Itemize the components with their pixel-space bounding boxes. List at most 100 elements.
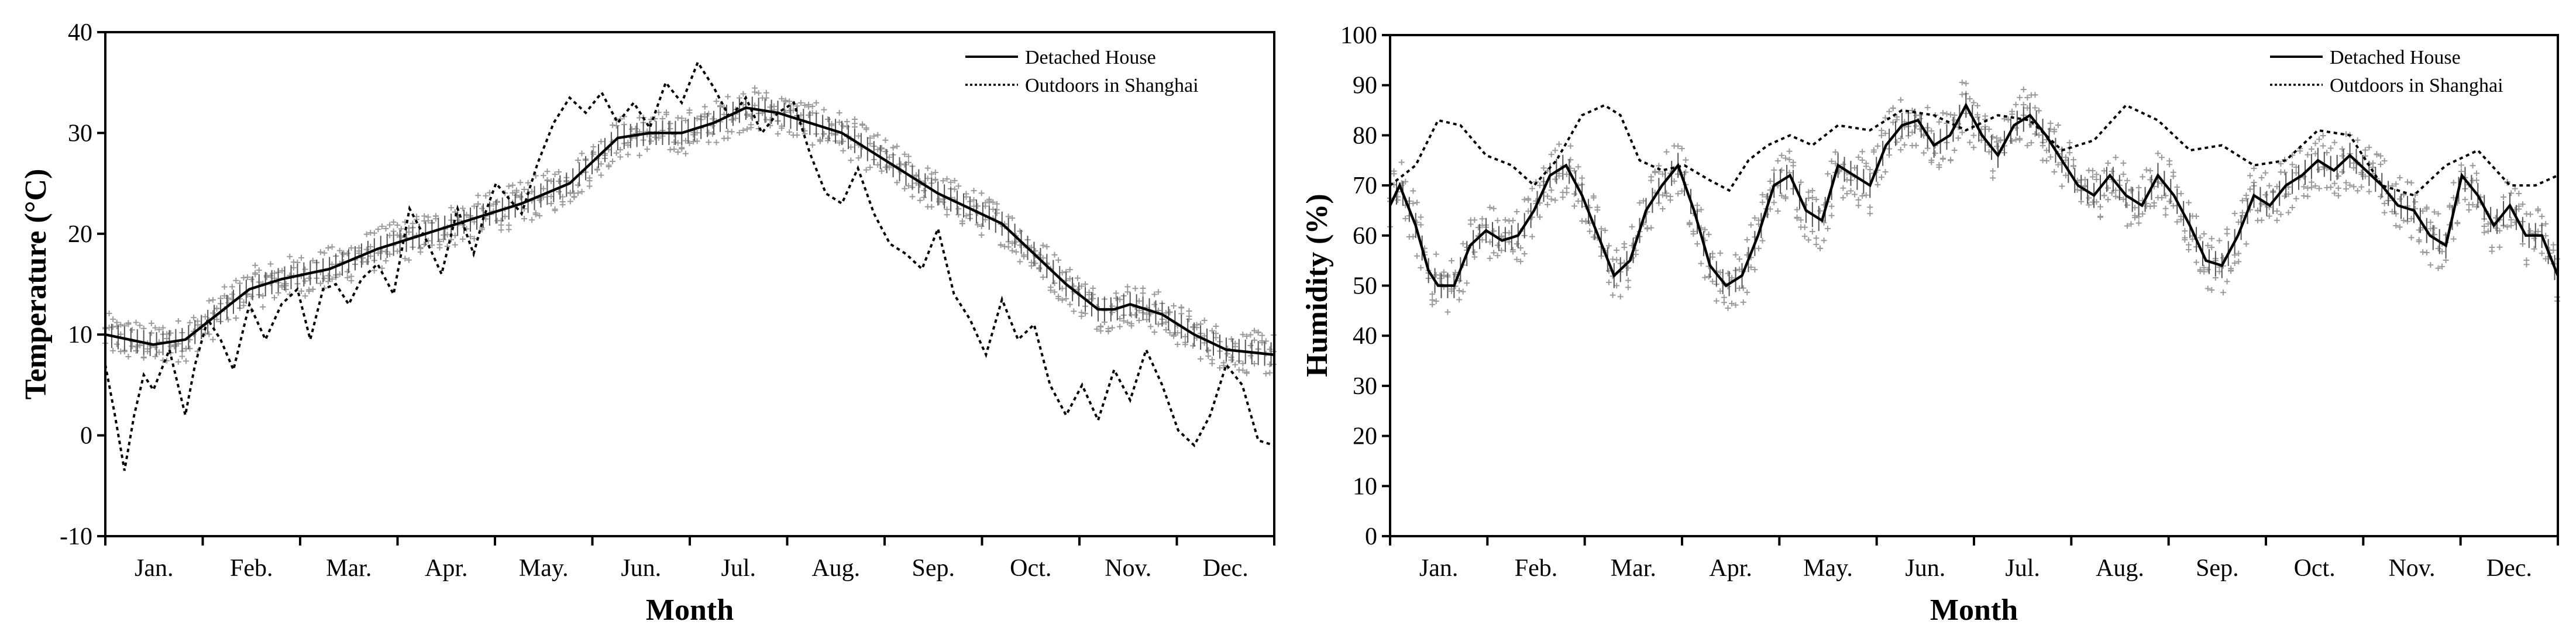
- scatter-point: [2057, 122, 2059, 128]
- scatter-point: [1474, 217, 1476, 223]
- scatter-point: [381, 248, 383, 254]
- scatter-point: [1454, 283, 1456, 289]
- scatter-point: [569, 198, 571, 205]
- scatter-point: [708, 111, 710, 117]
- scatter-point: [162, 325, 164, 331]
- scatter-point: [1031, 259, 1033, 265]
- scatter-point: [1681, 146, 1683, 152]
- scatter-point: [393, 219, 394, 225]
- scatter-point: [954, 196, 955, 203]
- scatter-point: [954, 186, 955, 192]
- scatter-point: [2076, 187, 2078, 193]
- scatter-point: [1731, 277, 1733, 283]
- scatter-point: [2337, 192, 2339, 199]
- scatter-point: [593, 144, 594, 150]
- scatter-point: [681, 144, 683, 151]
- scatter-point: [2310, 179, 2312, 185]
- scatter-point: [635, 130, 637, 137]
- x-tick-label: Dec.: [1203, 555, 1249, 582]
- scatter-point: [2395, 181, 2397, 187]
- temperature-scatter: [102, 85, 1277, 377]
- scatter-point: [931, 171, 933, 177]
- scatter-point: [854, 120, 855, 127]
- scatter-point: [907, 182, 909, 189]
- scatter-point: [723, 135, 725, 141]
- scatter-point: [1177, 323, 1178, 329]
- scatter-point: [2088, 195, 2090, 201]
- scatter-point: [1188, 316, 1190, 322]
- scatter-point: [1835, 149, 1836, 156]
- scatter-point: [2234, 260, 2235, 267]
- scatter-point: [1704, 274, 1706, 281]
- scatter-point: [289, 291, 291, 298]
- scatter-point: [362, 258, 364, 265]
- scatter-point: [2107, 185, 2109, 191]
- scatter-point: [811, 110, 813, 116]
- scatter-point: [1862, 192, 1863, 199]
- scatter-point: [2196, 213, 2197, 219]
- scatter-point: [731, 129, 732, 135]
- scatter-point: [2415, 192, 2416, 198]
- scatter-point: [108, 325, 110, 331]
- scatter-point: [2426, 249, 2427, 256]
- scatter-point: [1946, 111, 1948, 117]
- scatter-point: [904, 185, 906, 192]
- scatter-point: [1474, 249, 1476, 256]
- scatter-point: [1723, 299, 1725, 306]
- scatter-point: [1996, 143, 1997, 150]
- scatter-point: [615, 122, 617, 129]
- scatter-point: [1931, 127, 1932, 134]
- y-tick-label: 70: [1353, 172, 1377, 199]
- scatter-point: [992, 199, 994, 205]
- scatter-point: [1192, 343, 1194, 349]
- scatter-point: [2314, 140, 2316, 147]
- scatter-point: [720, 102, 721, 109]
- scatter-point: [981, 223, 982, 229]
- scatter-point: [1869, 210, 1871, 217]
- scatter-point: [454, 209, 456, 215]
- scatter-point: [2295, 164, 2297, 170]
- scatter-point: [1896, 139, 1898, 146]
- scatter-point: [281, 282, 283, 289]
- scatter-point: [1405, 215, 1406, 222]
- scatter-point: [1880, 132, 1882, 139]
- scatter-point: [1769, 187, 1771, 194]
- scatter-point: [135, 347, 137, 354]
- scatter-point: [916, 172, 917, 178]
- scatter-point: [693, 139, 694, 145]
- scatter-point: [1884, 130, 1886, 137]
- temperature-legend: Detached House Outdoors in Shanghai: [965, 47, 1199, 96]
- scatter-point: [1230, 357, 1232, 363]
- scatter-point: [819, 136, 821, 143]
- scatter-point: [424, 218, 425, 224]
- scatter-point: [2334, 180, 2336, 187]
- scatter-point: [2142, 210, 2144, 217]
- scatter-point: [424, 241, 425, 247]
- scatter-point: [1612, 273, 1614, 279]
- scatter-point: [1616, 247, 1618, 254]
- scatter-point: [1138, 317, 1140, 324]
- scatter-point: [2341, 146, 2343, 152]
- scatter-point: [512, 182, 514, 188]
- scatter-point: [1781, 192, 1783, 199]
- scatter-point: [1042, 242, 1044, 248]
- scatter-point: [1466, 280, 1468, 287]
- scatter-point: [577, 190, 579, 196]
- scatter-point: [1643, 198, 1645, 204]
- scatter-point: [1739, 266, 1741, 272]
- temperature-outdoor-line: [104, 60, 1275, 471]
- scatter-point: [1069, 301, 1071, 308]
- scatter-point: [1424, 249, 1426, 256]
- scatter-point: [2011, 138, 2013, 144]
- scatter-point: [1969, 95, 1970, 102]
- scatter-point: [1654, 168, 1656, 175]
- scatter-point: [689, 140, 690, 146]
- scatter-point: [1961, 91, 1963, 98]
- scatter-point: [274, 275, 276, 281]
- scatter-point: [2518, 190, 2520, 196]
- scatter-point: [308, 287, 310, 293]
- scatter-point: [189, 346, 191, 352]
- scatter-point: [500, 218, 502, 224]
- scatter-point: [2153, 184, 2155, 190]
